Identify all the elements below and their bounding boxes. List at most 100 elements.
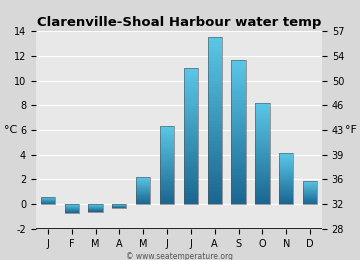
Bar (184, 128, 198, 131)
Bar (208, 131, 222, 134)
Bar (303, 198, 317, 199)
Bar (208, 134, 222, 137)
Bar (136, 203, 150, 204)
Bar (136, 190, 150, 191)
Bar (231, 198, 246, 201)
Bar (184, 90, 198, 93)
Bar (279, 173, 293, 174)
Bar (255, 168, 270, 170)
Bar (208, 181, 222, 184)
Bar (184, 93, 198, 95)
Bar (184, 158, 198, 161)
Bar (255, 115, 270, 117)
Bar (231, 161, 246, 164)
Bar (255, 125, 270, 127)
Bar (184, 131, 198, 133)
Bar (279, 169, 293, 170)
Bar (303, 182, 317, 183)
Bar (160, 156, 174, 157)
Bar (208, 54, 222, 57)
Bar (303, 185, 317, 186)
Bar (160, 198, 174, 199)
Bar (231, 184, 246, 187)
Bar (160, 184, 174, 185)
Bar (231, 170, 246, 172)
Bar (255, 170, 270, 172)
Bar (208, 71, 222, 74)
Bar (279, 182, 293, 183)
Bar (160, 162, 174, 164)
Bar (279, 160, 293, 161)
Bar (184, 82, 198, 85)
Bar (136, 182, 150, 183)
Bar (255, 174, 270, 176)
Bar (231, 193, 246, 196)
Bar (279, 168, 293, 169)
Bar (255, 129, 270, 131)
Bar (160, 176, 174, 178)
Bar (231, 77, 246, 80)
Y-axis label: °C: °C (4, 125, 17, 135)
Bar (255, 143, 270, 145)
Bar (160, 164, 174, 165)
Bar (184, 185, 198, 188)
Bar (160, 144, 174, 145)
Bar (160, 136, 174, 137)
Bar (208, 144, 222, 147)
Bar (184, 166, 198, 169)
Bar (208, 74, 222, 77)
Bar (303, 192, 317, 193)
Bar (208, 104, 222, 107)
Bar (208, 184, 222, 187)
Bar (208, 44, 222, 47)
Bar (184, 155, 198, 158)
Bar (136, 179, 150, 180)
Bar (88, 204, 103, 211)
Bar (136, 189, 150, 190)
Bar (255, 155, 270, 158)
Bar (279, 176, 293, 177)
Bar (184, 199, 198, 202)
Bar (255, 184, 270, 186)
Bar (231, 100, 246, 103)
Bar (136, 177, 150, 178)
Bar (255, 103, 270, 105)
Bar (279, 185, 293, 186)
Bar (184, 172, 198, 174)
Bar (279, 161, 293, 162)
Bar (208, 187, 222, 191)
Bar (303, 194, 317, 195)
Bar (231, 68, 246, 71)
Bar (208, 47, 222, 51)
Bar (208, 147, 222, 151)
Bar (184, 120, 198, 122)
Bar (184, 196, 198, 199)
Bar (208, 127, 222, 131)
Y-axis label: °F: °F (345, 125, 356, 135)
Bar (160, 131, 174, 133)
Bar (231, 80, 246, 83)
Bar (231, 65, 246, 68)
Bar (255, 160, 270, 161)
Bar (160, 201, 174, 203)
Bar (136, 181, 150, 182)
Bar (160, 192, 174, 193)
Bar (231, 187, 246, 190)
Bar (231, 135, 246, 138)
Bar (303, 184, 317, 185)
Bar (279, 186, 293, 187)
Bar (255, 153, 270, 155)
Bar (231, 155, 246, 158)
Bar (208, 107, 222, 111)
Bar (208, 191, 222, 194)
Bar (303, 193, 317, 194)
Bar (208, 164, 222, 167)
Bar (136, 177, 150, 204)
Bar (279, 167, 293, 168)
Bar (160, 140, 174, 142)
Bar (279, 177, 293, 178)
Bar (184, 103, 198, 106)
Bar (303, 199, 317, 200)
Bar (208, 91, 222, 94)
Bar (160, 171, 174, 173)
